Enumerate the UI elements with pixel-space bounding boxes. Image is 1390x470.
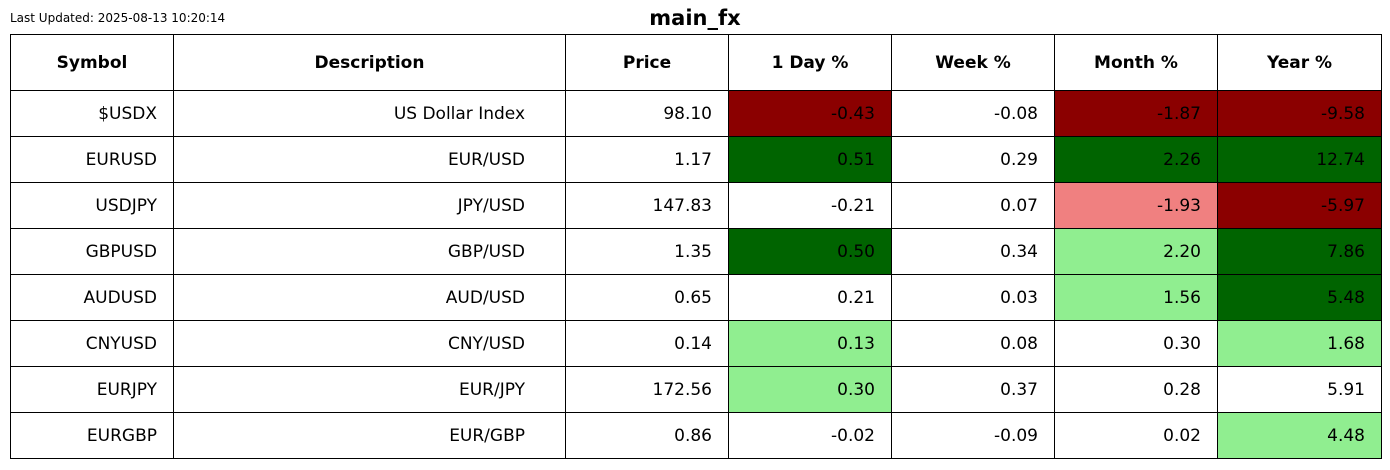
week-pct-cell: -0.09 — [891, 412, 1055, 459]
table-row: USDJPY JPY/USD 147.83 -0.21 0.07 -1.93 -5.97 — [10, 182, 1382, 229]
description-cell: AUD/USD — [173, 274, 566, 321]
day-pct-cell: -0.02 — [728, 412, 892, 459]
day-pct-cell: -0.21 — [728, 182, 892, 229]
description-cell: JPY/USD — [173, 182, 566, 229]
description-cell: US Dollar Index — [173, 90, 566, 137]
week-pct-cell: 0.34 — [891, 228, 1055, 275]
table-row: EURGBP EUR/GBP 0.86 -0.02 -0.09 0.02 4.48 — [10, 412, 1382, 459]
week-pct-cell: 0.29 — [891, 136, 1055, 183]
day-pct-cell: 0.21 — [728, 274, 892, 321]
month-pct-cell: 0.02 — [1054, 412, 1218, 459]
column-header-month-pct: Month % — [1054, 34, 1218, 91]
week-pct-cell: 0.03 — [891, 274, 1055, 321]
month-pct-cell: 2.26 — [1054, 136, 1218, 183]
symbol-cell: EURJPY — [10, 366, 174, 413]
day-pct-cell: 0.51 — [728, 136, 892, 183]
price-cell: 1.35 — [565, 228, 729, 275]
table-title: main_fx — [649, 6, 741, 30]
price-cell: 147.83 — [565, 182, 729, 229]
table-row: AUDUSD AUD/USD 0.65 0.21 0.03 1.56 5.48 — [10, 274, 1382, 321]
year-pct-cell: 5.91 — [1217, 366, 1382, 413]
description-cell: EUR/USD — [173, 136, 566, 183]
table-row: GBPUSD GBP/USD 1.35 0.50 0.34 2.20 7.86 — [10, 228, 1382, 275]
column-header-1-day-pct: 1 Day % — [728, 34, 892, 91]
last-updated-label: Last Updated: 2025-08-13 10:20:14 — [10, 11, 226, 25]
symbol-cell: EURUSD — [10, 136, 174, 183]
table-body: $USDX US Dollar Index 98.10 -0.43 -0.08 -1.87… — [10, 90, 1382, 459]
week-pct-cell: 0.37 — [891, 366, 1055, 413]
month-pct-cell: 0.28 — [1054, 366, 1218, 413]
symbol-cell: USDJPY — [10, 182, 174, 229]
year-pct-cell: -5.97 — [1217, 182, 1382, 229]
year-pct-cell: 4.48 — [1217, 412, 1382, 459]
day-pct-cell: 0.50 — [728, 228, 892, 275]
year-pct-cell: 1.68 — [1217, 320, 1382, 367]
column-header-symbol: Symbol — [10, 34, 174, 91]
day-pct-cell: 0.30 — [728, 366, 892, 413]
month-pct-cell: -1.87 — [1054, 90, 1218, 137]
week-pct-cell: 0.08 — [891, 320, 1055, 367]
description-cell: GBP/USD — [173, 228, 566, 275]
fx-table: Symbol Description Price 1 Day % Week % … — [10, 34, 1382, 459]
week-pct-cell: -0.08 — [891, 90, 1055, 137]
year-pct-cell: 12.74 — [1217, 136, 1382, 183]
symbol-cell: $USDX — [10, 90, 174, 137]
description-cell: CNY/USD — [173, 320, 566, 367]
price-cell: 172.56 — [565, 366, 729, 413]
column-header-description: Description — [173, 34, 566, 91]
year-pct-cell: 7.86 — [1217, 228, 1382, 275]
day-pct-cell: 0.13 — [728, 320, 892, 367]
price-cell: 0.14 — [565, 320, 729, 367]
column-header-week-pct: Week % — [891, 34, 1055, 91]
month-pct-cell: 0.30 — [1054, 320, 1218, 367]
price-cell: 98.10 — [565, 90, 729, 137]
table-row: $USDX US Dollar Index 98.10 -0.43 -0.08 -1.87… — [10, 90, 1382, 137]
week-pct-cell: 0.07 — [891, 182, 1055, 229]
table-row: CNYUSD CNY/USD 0.14 0.13 0.08 0.30 1.68 — [10, 320, 1382, 367]
table-row: EURJPY EUR/JPY 172.56 0.30 0.37 0.28 5.91 — [10, 366, 1382, 413]
day-pct-cell: -0.43 — [728, 90, 892, 137]
price-cell: 0.86 — [565, 412, 729, 459]
column-header-price: Price — [565, 34, 729, 91]
table-row: EURUSD EUR/USD 1.17 0.51 0.29 2.26 12.74 — [10, 136, 1382, 183]
description-cell: EUR/JPY — [173, 366, 566, 413]
price-cell: 1.17 — [565, 136, 729, 183]
description-cell: EUR/GBP — [173, 412, 566, 459]
price-cell: 0.65 — [565, 274, 729, 321]
symbol-cell: EURGBP — [10, 412, 174, 459]
column-header-year-pct: Year % — [1217, 34, 1382, 91]
month-pct-cell: 2.20 — [1054, 228, 1218, 275]
month-pct-cell: -1.93 — [1054, 182, 1218, 229]
year-pct-cell: 5.48 — [1217, 274, 1382, 321]
symbol-cell: AUDUSD — [10, 274, 174, 321]
year-pct-cell: -9.58 — [1217, 90, 1382, 137]
symbol-cell: CNYUSD — [10, 320, 174, 367]
symbol-cell: GBPUSD — [10, 228, 174, 275]
month-pct-cell: 1.56 — [1054, 274, 1218, 321]
header-row: Symbol Description Price 1 Day % Week % … — [10, 34, 1382, 91]
